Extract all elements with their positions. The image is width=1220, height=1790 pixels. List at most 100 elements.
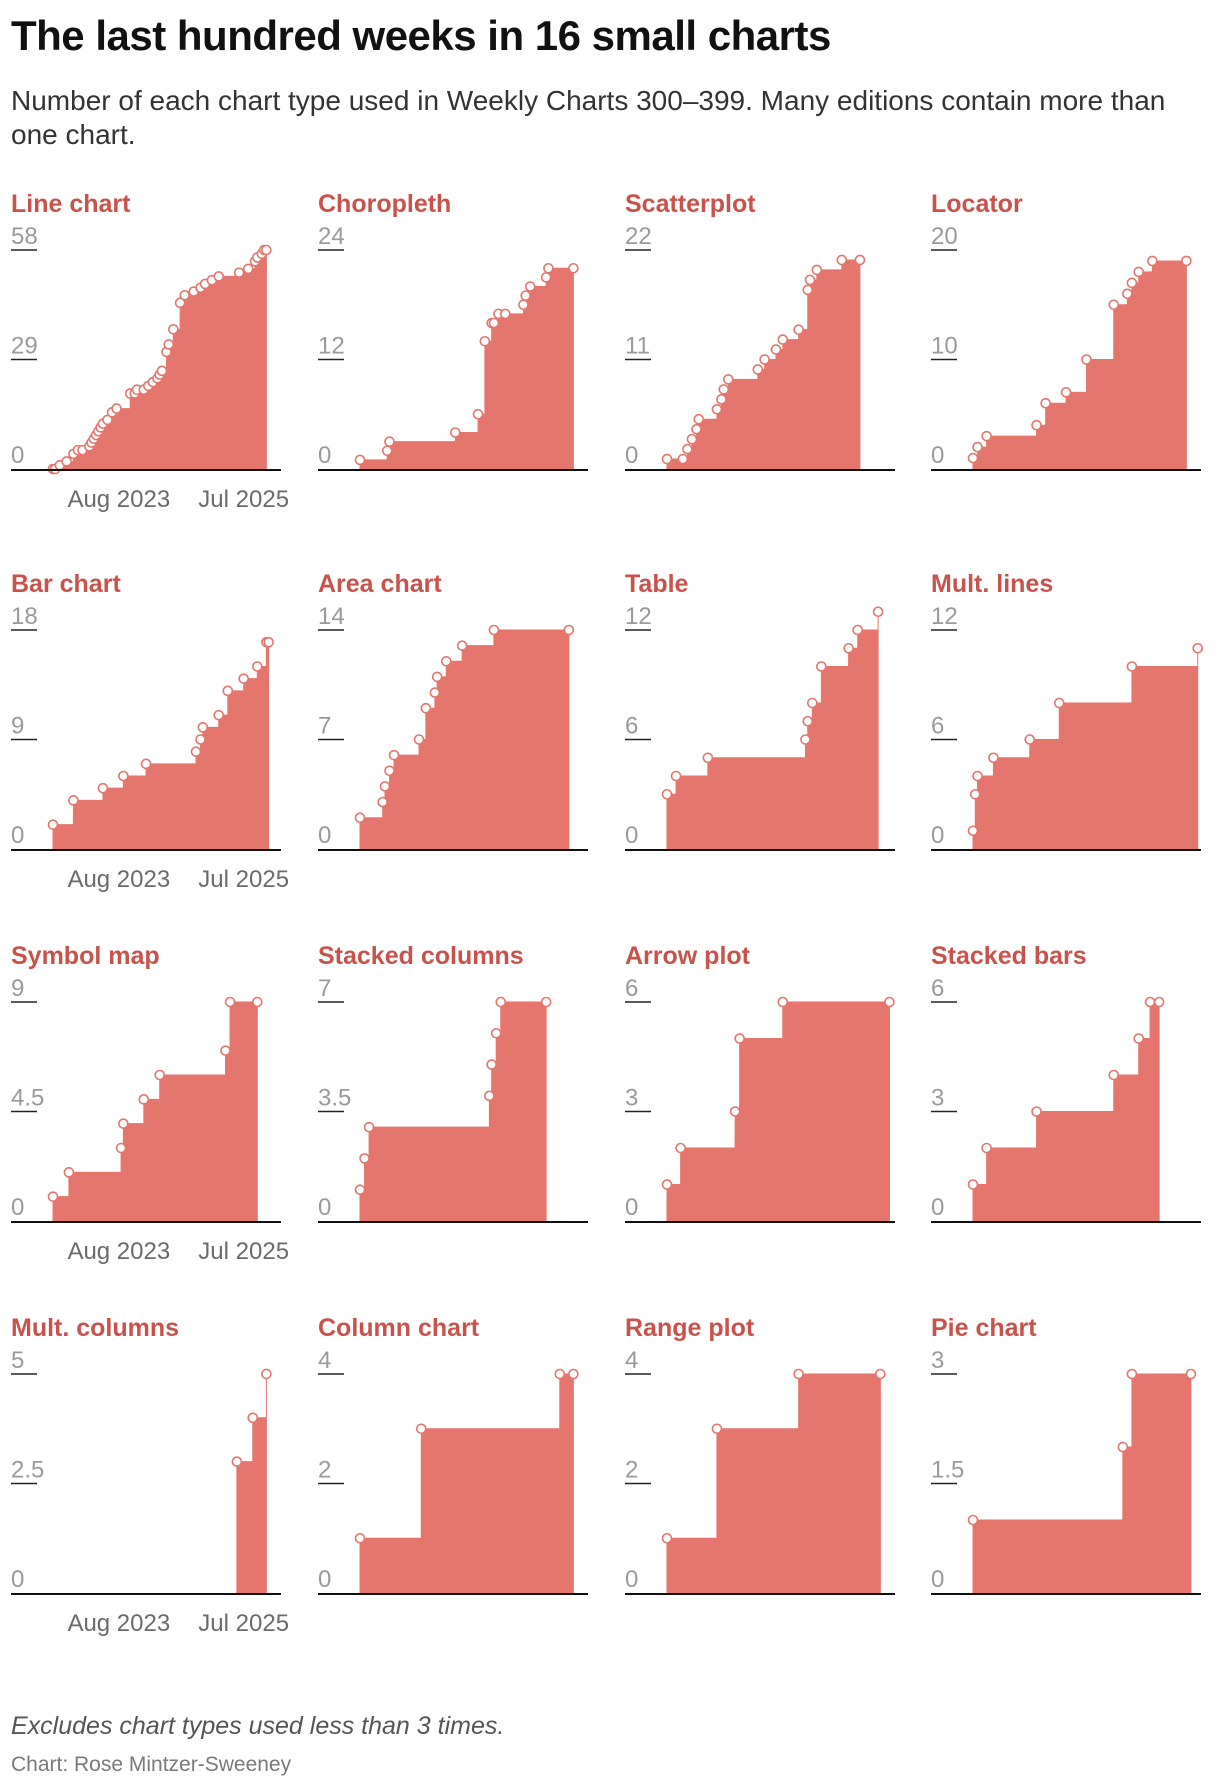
plot-line-chart: 0 29 58 Aug 2023 Jul 2025 [11,223,289,513]
data-point [1153,996,1165,1008]
data-point [154,1069,165,1081]
data-point [1053,697,1065,709]
panel-title: Stacked columns [318,942,524,970]
panel-arrow-plot: Arrow plot 0 3 6 [625,942,915,1302]
data-point [213,271,225,282]
y-tick-label: 18 [11,603,38,630]
data-point [675,1142,686,1154]
data-point [231,1456,243,1467]
plot-column-chart: 0 2 4 [318,1347,588,1595]
data-point [777,334,789,345]
y-tick-label: 6 [625,713,638,740]
data-point [213,709,225,721]
data-point [661,1179,673,1190]
y-tick-label: 0 [625,822,638,849]
data-point [540,272,552,283]
data-point [568,1368,579,1380]
y-tick-label: 11 [625,333,650,360]
data-point [770,344,782,355]
panel-bar-chart: Bar chart 0 9 18 Aug 2023 Jul 2025 [11,570,301,930]
y-tick-label: 0 [318,822,331,849]
panel-title: Pie chart [931,1314,1037,1342]
data-point [677,453,689,465]
data-point [1126,661,1138,672]
plot-scatterplot: 0 11 22 [625,223,895,471]
x-tick-label: Jul 2025 [198,866,289,893]
data-point [563,624,575,636]
y-tick-label: 0 [625,1194,638,1221]
data-point [354,1532,366,1544]
data-point [388,749,400,761]
data-point [1117,1441,1129,1453]
y-tick-label: 29 [11,333,38,360]
data-point [884,996,895,1008]
data-point [702,752,714,764]
step-area [52,1001,258,1222]
data-point [967,452,979,464]
data-point [554,1368,566,1380]
y-tick-label: 0 [318,1194,331,1221]
plot-mult-columns: 0 2.5 5 Aug 2023 Jul 2025 [11,1347,289,1637]
step-area [666,1001,890,1222]
data-point [61,456,72,467]
x-tick-label: Jul 2025 [198,1238,289,1265]
y-tick-label: 2 [318,1457,331,1484]
data-point [1133,266,1145,278]
data-point [118,1118,129,1129]
data-point [972,770,983,782]
data-point [843,642,854,654]
data-point [1181,255,1192,267]
panel-area-chart: Area chart 0 7 14 [318,570,608,930]
data-point [661,453,673,465]
y-tick-label: 0 [931,1566,944,1593]
y-tick-label: 0 [318,442,331,469]
panel-symbol-map: Symbol map 0 4.5 9 Aug 2023 Jul 2025 [11,942,301,1302]
data-point [802,284,814,296]
y-tick-label: 2.5 [11,1457,44,1484]
data-point [729,1106,741,1117]
data-point [384,765,395,777]
data-point [111,403,122,414]
y-tick-label: 0 [625,442,638,469]
panel-title: Range plot [625,1314,755,1342]
data-point [875,1368,886,1380]
data-point [752,364,764,375]
data-point [693,413,705,425]
data-point [722,374,734,385]
y-tick-label: 58 [11,223,38,250]
data-point [568,262,579,274]
y-tick-label: 22 [625,223,652,250]
data-point [97,782,109,794]
data-point [777,996,789,1008]
data-point [488,624,500,636]
data-point [456,640,468,651]
y-tick-label: 0 [11,1566,24,1593]
data-point [852,624,863,636]
y-tick-label: 5 [11,1347,24,1374]
panel-title: Mult. columns [11,1314,180,1342]
data-point [1185,1368,1197,1380]
data-point [195,734,206,745]
y-tick-label: 6 [931,975,944,1002]
data-point [484,1090,495,1102]
y-tick-label: 4 [318,1347,331,1374]
data-point [518,299,529,311]
data-point [854,254,866,266]
data-point [247,1412,259,1424]
y-tick-label: 24 [318,223,345,250]
y-tick-label: 10 [931,333,958,360]
plot-table: 0 6 12 [625,603,895,851]
data-point [661,788,673,800]
data-point [1024,734,1036,745]
data-point [102,414,113,426]
step-area [972,1001,1160,1222]
y-tick-label: 2 [625,1457,638,1484]
step-area [359,629,570,850]
data-point [1108,299,1120,311]
panel-title: Locator [931,190,1023,218]
panel-title: Bar chart [11,570,121,598]
panel-choropleth: Choropleth 0 12 24 [318,190,608,550]
y-tick-label: 4.5 [11,1085,44,1112]
data-point [242,263,254,275]
data-point [252,661,263,672]
